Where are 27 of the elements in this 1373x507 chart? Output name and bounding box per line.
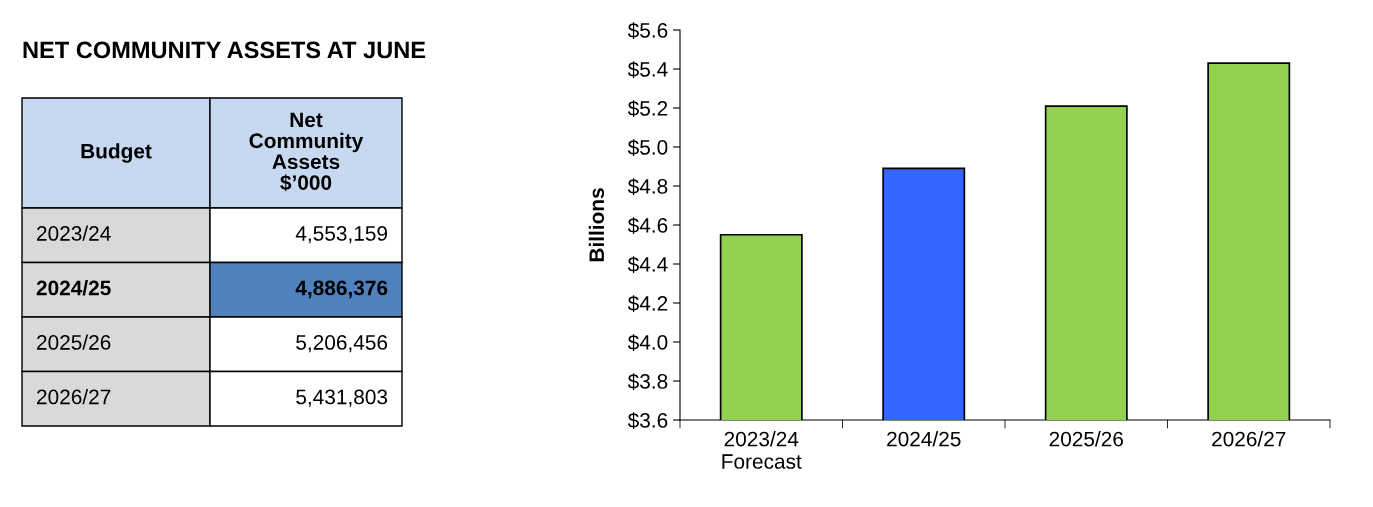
text: 2023/24 (37, 225, 111, 241)
y-tick-label: $4.8 (627, 178, 668, 195)
y-tick-label: $3.8 (627, 373, 668, 390)
y-tick-label: $4.6 (627, 217, 668, 234)
text: 4,553,159 (295, 226, 388, 244)
x-tick-label: 2023/24 Forecast (722, 431, 802, 469)
y-tick-label: $5.6 (627, 22, 668, 39)
text: NET COMMUNITY ASSETS AT JUNE (23, 41, 426, 59)
x-tick-label: 2024/25 (887, 431, 961, 447)
y-tick-label: $5.2 (627, 100, 668, 117)
text: 2024/25 (36, 280, 111, 296)
y-tick-label: $5.4 (627, 61, 668, 78)
text: 2025/26 (37, 334, 111, 350)
text: 2026/27 (37, 389, 111, 405)
x-tick-label: 2025/26 (1049, 431, 1123, 447)
text: 5,431,803 (296, 389, 388, 407)
y-tick-label: $4.4 (627, 256, 668, 273)
text: 4,886,376 (295, 280, 388, 299)
y-tick-label: $5.0 (627, 139, 668, 156)
text: Net Community Assets $’000 (249, 112, 364, 192)
y-tick-label: $3.6 (627, 412, 668, 429)
y-tick-label: $4.0 (627, 334, 668, 351)
y-tick-label: $4.2 (627, 295, 668, 312)
y-axis-title: Billions (588, 188, 605, 262)
x-tick-label: 2026/27 (1212, 431, 1286, 447)
text: 5,206,456 (296, 335, 388, 353)
text: Budget (81, 143, 152, 163)
